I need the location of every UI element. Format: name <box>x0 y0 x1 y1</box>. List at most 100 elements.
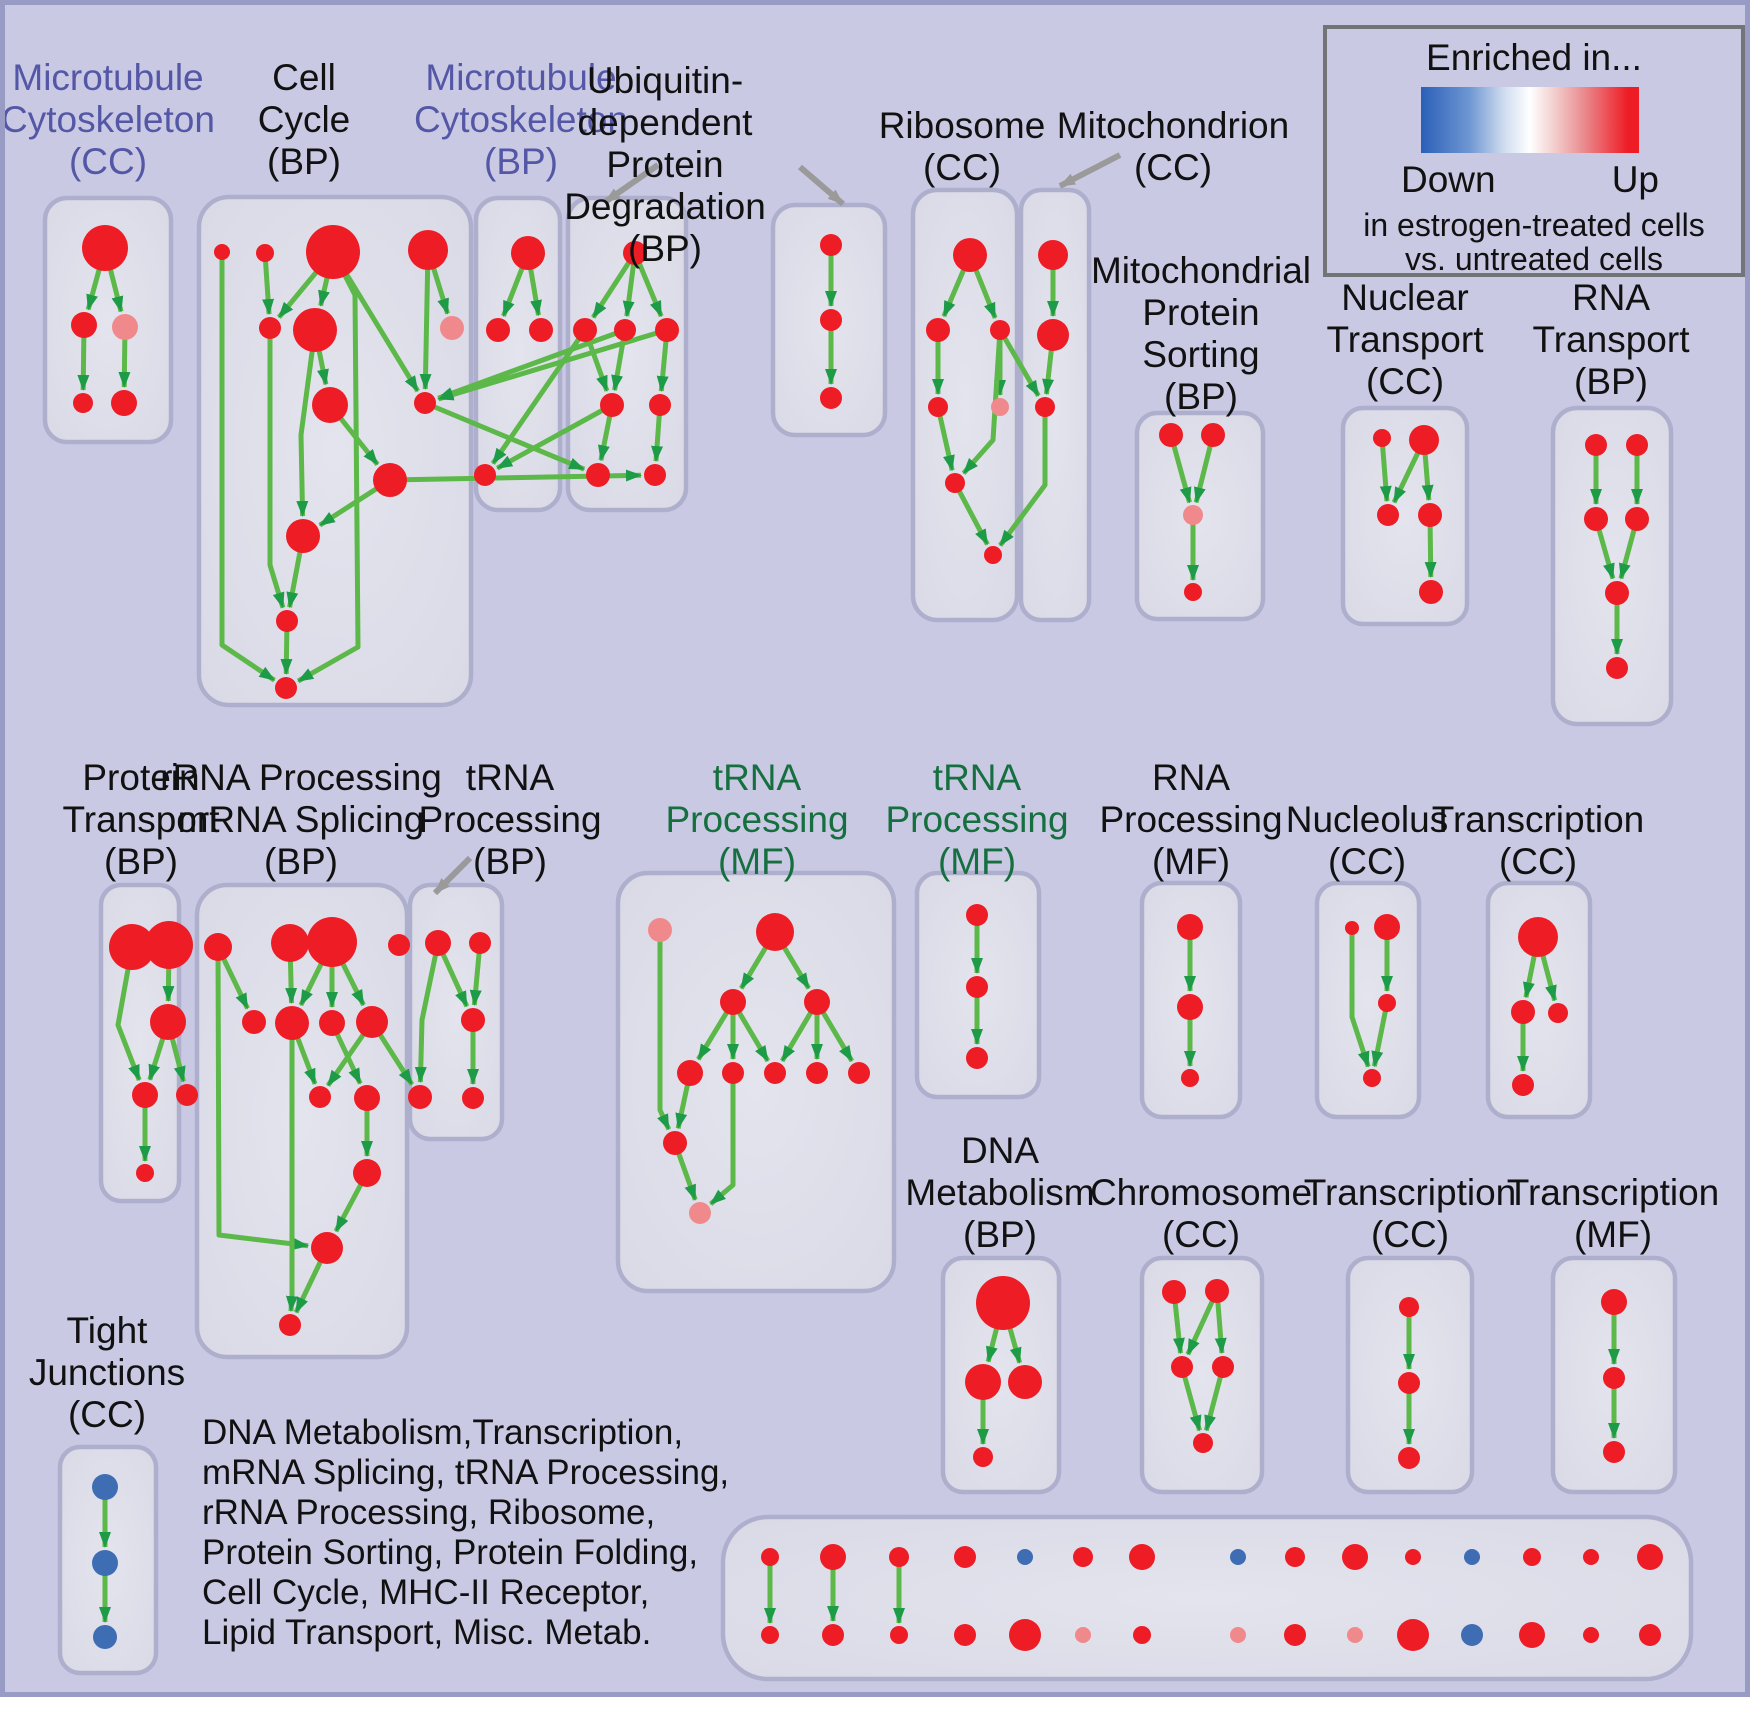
rna-processing-mf-label-line-1: Processing <box>1099 799 1283 840</box>
gene-node-w3-blue <box>93 1625 117 1649</box>
nucleolus-label-line-1: (CC) <box>1327 841 1407 882</box>
chromosome-label-line-0: Chromosome <box>1089 1172 1313 1213</box>
misc-cluster-note-line-1: mRNA Splicing, tRNA Processing, <box>202 1453 730 1492</box>
edge-arrow-b1-b13 <box>219 252 276 683</box>
gene-node-s2-red <box>965 1364 1001 1400</box>
gene-node-p1-red <box>1177 914 1203 940</box>
gene-node-x9-red <box>1285 1547 1305 1567</box>
gene-node-y8-pink <box>1230 1627 1246 1643</box>
gene-node-v1-red <box>1601 1289 1627 1315</box>
edge-arrow-l1-l12 <box>215 946 310 1250</box>
box-mitochondrion <box>1018 187 1092 623</box>
gene-node-q4-red <box>1363 1069 1381 1087</box>
cell-cycle-label-line-2: (BP) <box>267 141 341 182</box>
gene-node-b3-red <box>306 225 360 279</box>
chromosome-label-line-1: (CC) <box>1161 1214 1241 1255</box>
trna-processing-mf2-label: tRNA Processing (MF) <box>885 757 1068 883</box>
rna-processing-mf-label-line-2: (MF) <box>1151 841 1231 882</box>
transcription-cc-bot-label-line-0: Transcription <box>1303 1172 1517 1213</box>
gene-node-l12-red <box>311 1232 343 1264</box>
gene-node-i5-red <box>1419 580 1443 604</box>
gene-node-n10-pink <box>689 1202 711 1224</box>
edge-arrow-l6-l13 <box>285 1023 298 1313</box>
gene-node-o2-red <box>966 976 988 998</box>
gene-node-m4-red <box>408 1085 432 1109</box>
gene-node-e1-red <box>820 234 842 256</box>
gene-node-b11-red <box>286 519 320 553</box>
gene-node-y3-red <box>890 1626 908 1644</box>
gene-node-k6-red <box>136 1164 154 1182</box>
gene-node-h2-red <box>1201 423 1225 447</box>
gene-node-i4-red <box>1418 503 1442 527</box>
legend-gradient-bar <box>1421 87 1639 153</box>
gene-node-u1-red <box>1399 1297 1419 1317</box>
edge-arrow-n0-n9 <box>657 930 672 1131</box>
tight-junctions-label-line-2: (CC) <box>67 1394 147 1435</box>
gene-node-y7-red <box>1133 1626 1151 1644</box>
gene-node-l3-red <box>307 917 357 967</box>
edge-arrow-b5-b12 <box>267 328 286 609</box>
dna-metabolism-label-line-0: DNA <box>960 1130 1040 1171</box>
ubiquitin-label: Ubiquitin-dependent Protein Degradation (BP… <box>564 60 766 270</box>
transcription-mf-label-line-1: (MF) <box>1573 1214 1653 1255</box>
ribosome-label-line-1: (CC) <box>922 147 1002 188</box>
gene-node-r1-red <box>1518 917 1558 957</box>
gene-node-r3-red <box>1548 1003 1568 1023</box>
edge-arrow-f3-g3 <box>997 328 1041 398</box>
gene-node-u3-red <box>1398 1447 1420 1469</box>
gene-node-d8-red <box>644 464 666 486</box>
transcription-cc-bot-label-line-1: (CC) <box>1370 1214 1450 1255</box>
gene-node-x2-red <box>820 1544 846 1570</box>
cell-cycle-label: Cell Cycle (BP) <box>258 57 351 183</box>
edge-arrow-m1-m4 <box>414 942 441 1084</box>
gene-node-l4-red <box>388 934 410 956</box>
gene-node-x7-red <box>1129 1544 1155 1570</box>
rna-transport-label: RNA Transport (BP) <box>1533 277 1690 403</box>
mt-cc-label-line-0: Microtubule <box>12 57 204 98</box>
mt-bp-label-line-2: (BP) <box>483 141 558 182</box>
gene-node-c1-red <box>511 236 545 270</box>
gene-node-a1-red <box>82 225 128 271</box>
gene-node-b12-red <box>276 610 298 632</box>
box-misc <box>720 1514 1694 1682</box>
gene-node-o3-red <box>966 1047 988 1069</box>
ubiquitin-label-line-2: Protein <box>606 144 724 185</box>
gene-node-n5-red <box>722 1062 744 1084</box>
gene-node-w2-blue <box>92 1550 118 1576</box>
box-chromosome <box>1139 1255 1265 1495</box>
misc-cluster-note-line-2: rRNA Processing, Ribosome, <box>202 1493 656 1532</box>
gene-node-n9-red <box>663 1131 687 1155</box>
gene-node-v2-red <box>1603 1367 1625 1389</box>
rrna-processing-label-line-1: mRNA Splicing <box>177 799 425 840</box>
gene-node-x6-red <box>1073 1547 1093 1567</box>
box-mt-cc <box>42 195 174 445</box>
gene-node-q2-red <box>1374 914 1400 940</box>
gene-node-l1-red <box>204 933 232 961</box>
edge-arrow-n5-n10 <box>709 1073 736 1206</box>
trna-processing-mf2-label-line-0: tRNA <box>932 757 1022 798</box>
nucleolus-label: Nucleolus (CC) <box>1286 799 1448 883</box>
gene-node-a3-pink <box>112 314 138 340</box>
gene-node-x1-red <box>761 1548 779 1566</box>
rrna-processing-label-line-2: (BP) <box>264 841 338 882</box>
trna-processing-mf1-label: tRNA Processing (MF) <box>665 757 848 883</box>
legend-down-label: Down <box>1401 159 1496 200</box>
dna-metabolism-label-line-1: Metabolism <box>905 1172 1095 1213</box>
edge-arrow-k1-k4 <box>115 946 142 1082</box>
gene-node-y5-red <box>1009 1619 1041 1651</box>
gene-node-g3-red <box>1035 397 1055 417</box>
gene-node-j6-red <box>1606 657 1628 679</box>
edge-arrow-b9-d7 <box>424 400 586 472</box>
mito-protein-sorting-label-line-1: Protein <box>1142 292 1260 333</box>
gene-node-m5-red <box>462 1087 484 1109</box>
ribosome-label-line-0: Ribosome <box>878 105 1046 146</box>
gene-node-t4-red <box>1212 1356 1234 1378</box>
edge-arrow-d5-c4 <box>496 402 614 471</box>
gene-node-f7-red <box>984 546 1002 564</box>
gene-node-b4-red <box>408 230 448 270</box>
gene-node-d2-red <box>573 318 597 342</box>
tight-junctions-label-line-1: Junctions <box>28 1352 186 1393</box>
gene-node-j2-red <box>1626 434 1648 456</box>
box-transcription-cc-mid <box>1485 880 1593 1120</box>
gene-node-b9-red <box>414 392 436 414</box>
